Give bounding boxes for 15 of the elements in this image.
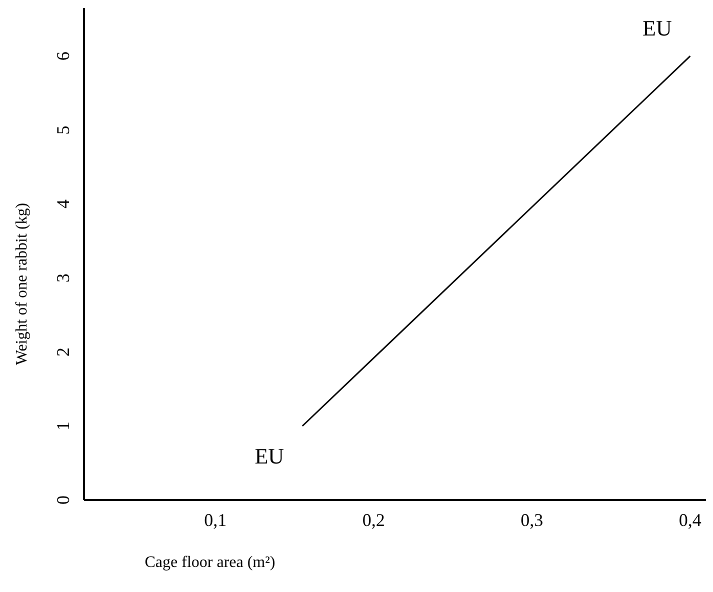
- y-tick-label: 1: [53, 422, 73, 431]
- annotation: EU: [642, 16, 672, 41]
- x-tick-label: 0,1: [204, 510, 227, 530]
- x-tick-label: 0,4: [678, 510, 702, 530]
- y-axis-title: Weight of one rabbit (kg): [14, 202, 30, 366]
- x-axis-title: Cage floor area (m²): [144, 554, 276, 571]
- x-tick-label: 0,3: [520, 510, 544, 530]
- y-tick-label: 0: [53, 496, 73, 504]
- x-tick-label: 0,2: [362, 510, 385, 530]
- y-tick-label: 5: [53, 126, 73, 135]
- y-tick-label: 2: [53, 348, 73, 357]
- annotation: EU: [254, 444, 284, 469]
- y-tick-label: 4: [53, 200, 73, 209]
- y-tick-label: 6: [53, 52, 73, 61]
- y-tick-label: 3: [53, 274, 73, 283]
